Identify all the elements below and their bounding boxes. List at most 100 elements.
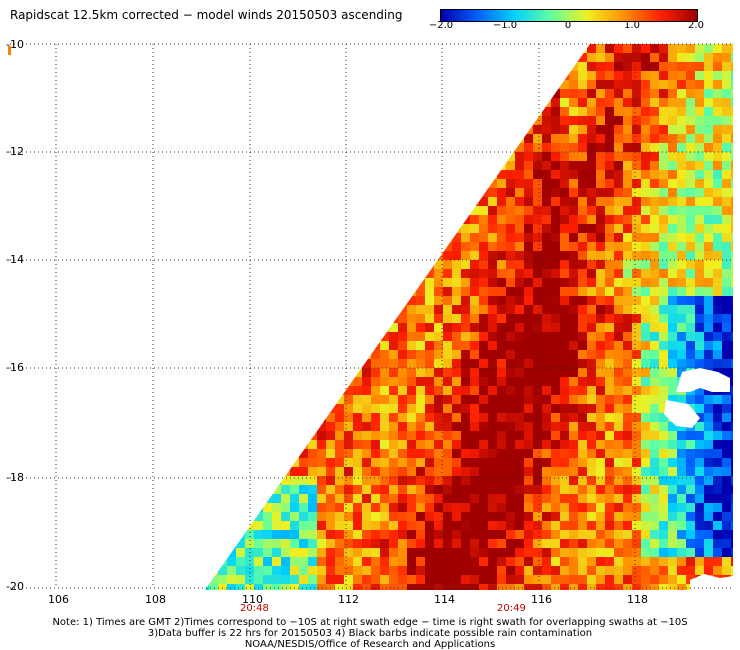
- swath-cell: [623, 449, 632, 458]
- swath-cell: [317, 161, 326, 170]
- swath-cell: [614, 206, 623, 215]
- swath-cell: [695, 53, 704, 62]
- swath-cell: [569, 530, 578, 539]
- swath-cell: [317, 251, 326, 260]
- swath-cell: [587, 278, 596, 287]
- swath-cell: [371, 332, 380, 341]
- swath-cell: [371, 188, 380, 197]
- swath-cell: [371, 467, 380, 476]
- swath-cell: [380, 323, 389, 332]
- swath-cell: [488, 206, 497, 215]
- swath-cell: [470, 143, 479, 152]
- swath-cell: [299, 404, 308, 413]
- swath-cell: [299, 431, 308, 440]
- swath-cell: [254, 350, 263, 359]
- swath-cell: [704, 98, 713, 107]
- swath-cell: [299, 305, 308, 314]
- swath-cell: [578, 53, 587, 62]
- swath-cell: [326, 143, 335, 152]
- swath-cell: [668, 440, 677, 449]
- swath-cell: [290, 116, 299, 125]
- swath-cell: [605, 413, 614, 422]
- swath-cell: [299, 422, 308, 431]
- swath-cell: [668, 350, 677, 359]
- swath-cell: [389, 539, 398, 548]
- swath-cell: [722, 296, 731, 305]
- swath-cell: [254, 251, 263, 260]
- swath-cell: [497, 215, 506, 224]
- swath-cell: [425, 44, 434, 53]
- swath-cell: [308, 467, 317, 476]
- swath-cell: [587, 116, 596, 125]
- swath-cell: [209, 512, 218, 521]
- swath-cell: [470, 278, 479, 287]
- swath-cell: [497, 80, 506, 89]
- swath-cell: [205, 233, 209, 242]
- swath-cell: [569, 161, 578, 170]
- swath-cell: [326, 449, 335, 458]
- swath-cell: [713, 125, 722, 134]
- swath-cell: [650, 242, 659, 251]
- swath-cell: [389, 314, 398, 323]
- swath-cell: [335, 125, 344, 134]
- swath-cell: [218, 179, 227, 188]
- swath-cell: [551, 89, 560, 98]
- swath-cell: [299, 458, 308, 467]
- swath-cell: [263, 494, 272, 503]
- swath-cell: [425, 296, 434, 305]
- swath-cell: [425, 395, 434, 404]
- swath-cell: [533, 377, 542, 386]
- swath-cell: [236, 233, 245, 242]
- swath-cell: [227, 188, 236, 197]
- swath-cell: [281, 341, 290, 350]
- swath-cell: [335, 350, 344, 359]
- swath-cell: [623, 548, 632, 557]
- swath-cell: [722, 557, 731, 566]
- swath-cell: [416, 566, 425, 575]
- swath-cell: [236, 530, 245, 539]
- swath-cell: [569, 332, 578, 341]
- swath-cell: [317, 386, 326, 395]
- swath-cell: [560, 386, 569, 395]
- swath-cell: [623, 458, 632, 467]
- swath-cell: [308, 71, 317, 80]
- swath-cell: [587, 296, 596, 305]
- swath-cell: [299, 215, 308, 224]
- swath-cell: [290, 404, 299, 413]
- swath-cell: [659, 512, 668, 521]
- swath-cell: [695, 161, 704, 170]
- swath-cell: [236, 287, 245, 296]
- swath-cell: [218, 530, 227, 539]
- swath-cell: [497, 341, 506, 350]
- swath-cell: [578, 116, 587, 125]
- swath-cell: [209, 188, 218, 197]
- swath-cell: [443, 386, 452, 395]
- swath-cell: [205, 44, 209, 53]
- swath-cell: [353, 332, 362, 341]
- swath-cell: [263, 206, 272, 215]
- swath-cell: [461, 341, 470, 350]
- swath-cell: [290, 305, 299, 314]
- swath-cell: [317, 269, 326, 278]
- swath-cell: [407, 125, 416, 134]
- swath-cell: [533, 395, 542, 404]
- swath-cell: [389, 278, 398, 287]
- swath-cell: [344, 278, 353, 287]
- colorbar-tick: −1.0: [492, 20, 518, 31]
- swath-cell: [326, 431, 335, 440]
- swath-cell: [425, 278, 434, 287]
- swath-cell: [506, 44, 515, 53]
- swath-cell: [236, 557, 245, 566]
- swath-cell: [344, 305, 353, 314]
- swath-cell: [578, 188, 587, 197]
- swath-cell: [434, 503, 443, 512]
- swath-cell: [461, 188, 470, 197]
- swath-cell: [587, 89, 596, 98]
- swath-cell: [569, 80, 578, 89]
- swath-cell: [317, 278, 326, 287]
- swath-cell: [632, 197, 641, 206]
- swath-cell: [443, 179, 452, 188]
- swath-cell: [497, 440, 506, 449]
- swath-cell: [254, 260, 263, 269]
- swath-cell: [290, 134, 299, 143]
